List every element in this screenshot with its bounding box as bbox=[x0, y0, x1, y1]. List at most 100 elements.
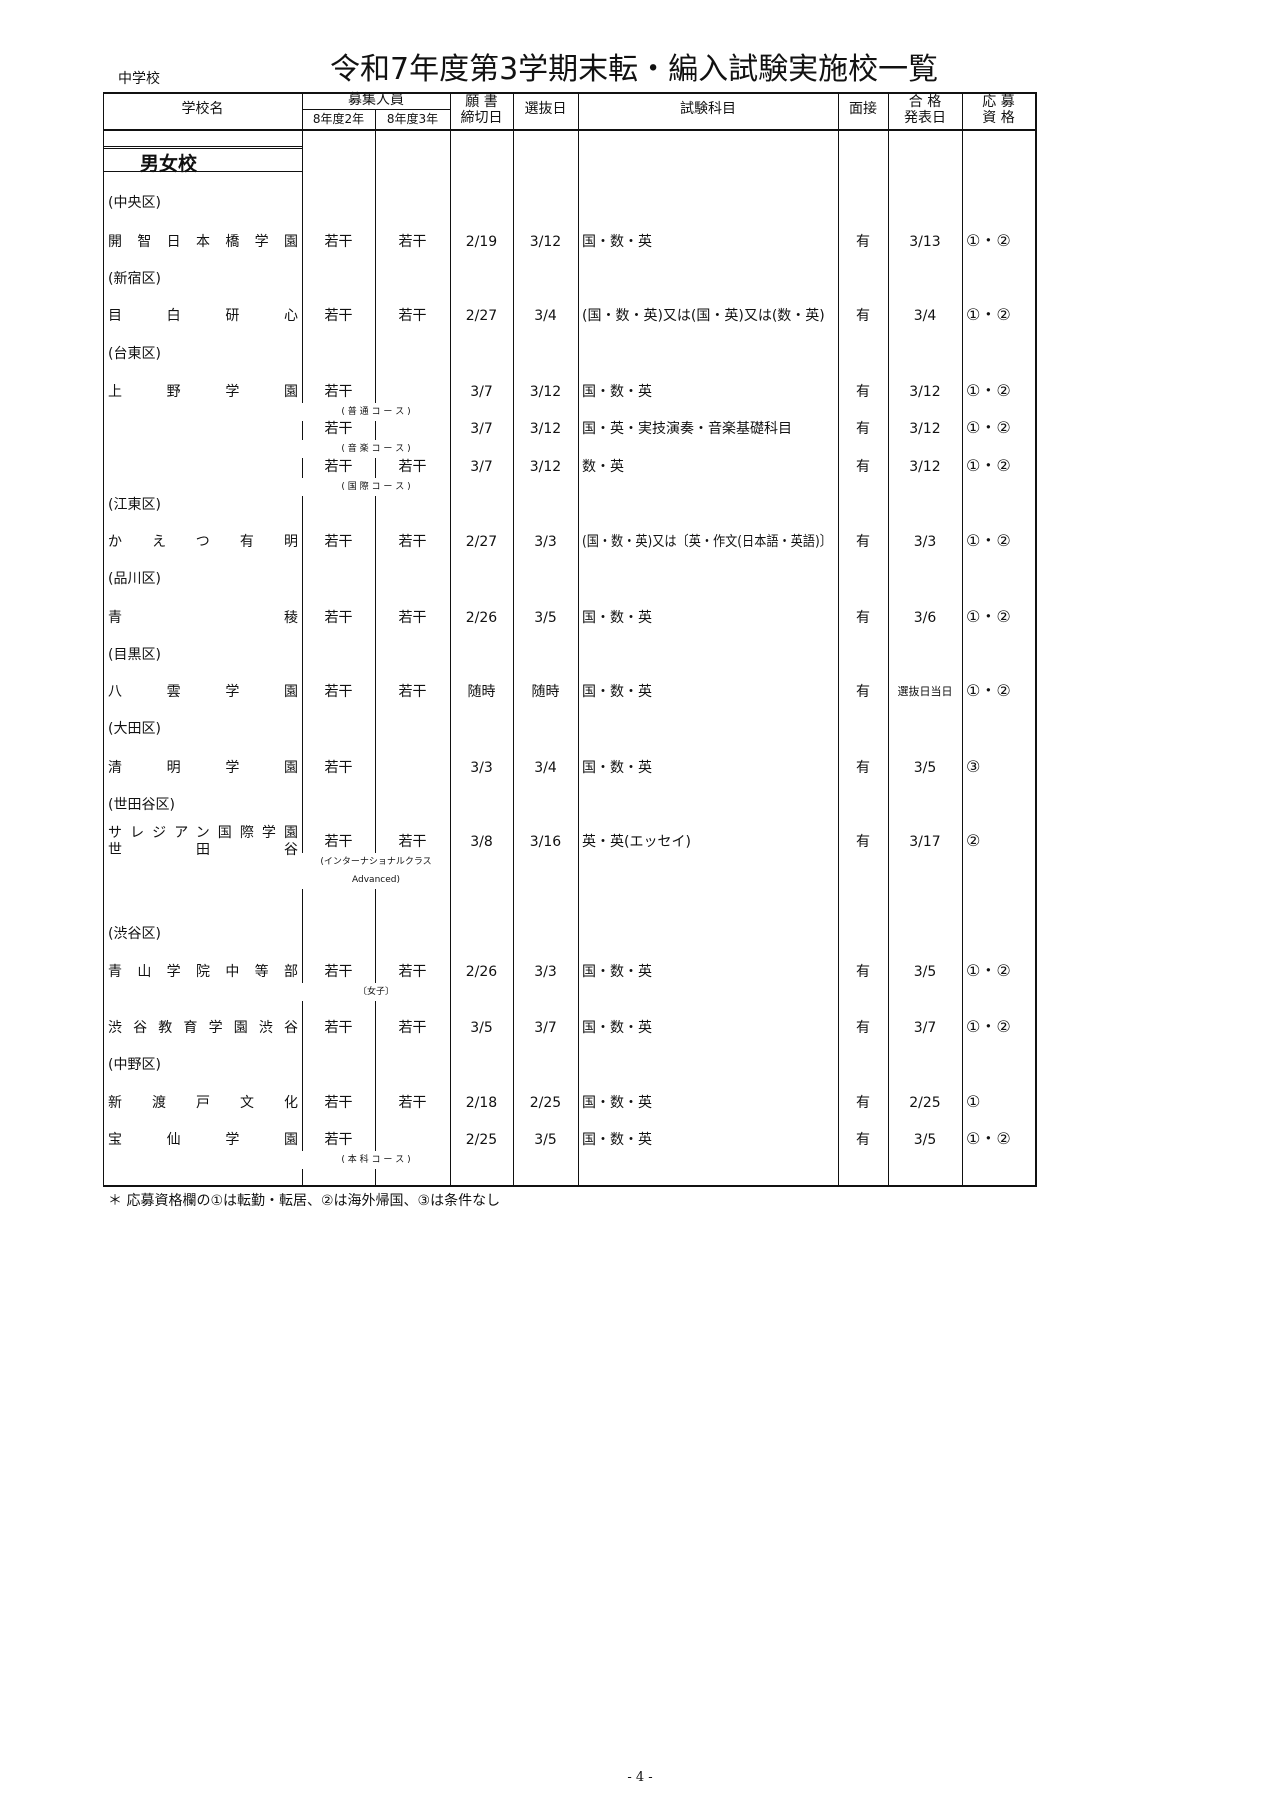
application-deadline: 2/18 bbox=[465, 1095, 498, 1111]
interview: 有 bbox=[856, 684, 870, 700]
capacity-grade3: 若干 bbox=[398, 1095, 427, 1111]
qualification: ①・② bbox=[966, 961, 1011, 980]
exam-date: 3/12 bbox=[529, 384, 562, 400]
exam-date: 3/5 bbox=[534, 1132, 557, 1148]
school-name: 新渡戸文化 bbox=[108, 1095, 298, 1111]
school-name: 清明学園 bbox=[108, 760, 298, 776]
ward-label: (新宿区) bbox=[108, 271, 161, 287]
capacity-grade3: 若干 bbox=[398, 459, 427, 475]
header-divider bbox=[302, 109, 450, 110]
application-deadline: 2/27 bbox=[465, 534, 498, 550]
capacity-note: (インターナショナルクラス bbox=[302, 853, 450, 871]
ward-label: (世田谷区) bbox=[108, 797, 175, 813]
school-name: かえつ有明 bbox=[108, 534, 298, 550]
capacity-grade2: 若干 bbox=[324, 684, 353, 700]
capacity-grade2: 若干 bbox=[324, 1095, 353, 1111]
col-line bbox=[1035, 92, 1037, 1187]
exam-date: 3/12 bbox=[529, 234, 562, 250]
exam-date: 3/7 bbox=[534, 1020, 557, 1036]
ward-label: (目黒区) bbox=[108, 647, 161, 663]
qualification: ② bbox=[966, 831, 981, 850]
capacity-grade2: 若干 bbox=[324, 234, 353, 250]
exam-subjects: 国・英・実技演奏・音楽基礎科目 bbox=[582, 421, 792, 437]
capacity-grade2: 若干 bbox=[324, 1132, 353, 1148]
result-date: 3/4 bbox=[913, 308, 937, 324]
capacity-grade2: 若干 bbox=[324, 834, 353, 850]
capacity-grade2: 若干 bbox=[324, 459, 353, 475]
exam-subjects: 国・数・英 bbox=[582, 610, 652, 626]
interview: 有 bbox=[856, 234, 870, 250]
result-date: 3/7 bbox=[913, 1020, 937, 1036]
col-line bbox=[375, 109, 376, 1187]
application-deadline: 2/26 bbox=[465, 964, 498, 980]
capacity-grade3: 若干 bbox=[398, 834, 427, 850]
capacity-grade3: 若干 bbox=[398, 534, 427, 550]
exam-date: 3/4 bbox=[534, 760, 557, 776]
footnote: ＊ 応募資格欄の①は転勤・転居、②は海外帰国、③は条件なし bbox=[108, 1193, 501, 1209]
capacity-note: ( 普 通 コ ー ス ) bbox=[302, 403, 450, 421]
header-qualification: 応 募 資 格 bbox=[982, 94, 1015, 126]
page-number: - 4 - bbox=[627, 1770, 653, 1785]
interview: 有 bbox=[856, 1132, 870, 1148]
interview: 有 bbox=[856, 610, 870, 626]
interview: 有 bbox=[856, 534, 870, 550]
result-date: 3/3 bbox=[913, 534, 937, 550]
qualification: ①・② bbox=[966, 456, 1011, 475]
exam-date: 2/25 bbox=[529, 1095, 562, 1111]
application-deadline: 3/3 bbox=[470, 760, 493, 776]
header-bottom bbox=[103, 129, 1036, 131]
qualification: ①・② bbox=[966, 231, 1011, 250]
school-name: 宝仙学園 bbox=[108, 1132, 298, 1148]
interview: 有 bbox=[856, 834, 870, 850]
qualification: ①・② bbox=[966, 418, 1011, 437]
col-line bbox=[578, 92, 579, 1187]
capacity-grade2: 若干 bbox=[324, 384, 353, 400]
capacity-grade2: 若干 bbox=[324, 964, 353, 980]
capacity-grade2: 若干 bbox=[324, 421, 353, 437]
capacity-grade2: 若干 bbox=[324, 1020, 353, 1036]
col-line bbox=[513, 92, 514, 1187]
capacity-grade2: 若干 bbox=[324, 534, 353, 550]
interview: 有 bbox=[856, 459, 870, 475]
interview: 有 bbox=[856, 384, 870, 400]
capacity-grade3: 若干 bbox=[398, 308, 427, 324]
qualification: ①・② bbox=[966, 305, 1011, 324]
table-border-top bbox=[103, 92, 1036, 94]
col-line bbox=[103, 92, 104, 1187]
school-name: 八雲学園 bbox=[108, 684, 298, 700]
interview: 有 bbox=[856, 421, 870, 437]
school-level-label: 中学校 bbox=[118, 71, 160, 87]
exam-date: 3/12 bbox=[529, 421, 562, 437]
col-line bbox=[962, 92, 963, 1187]
exam-subjects: 国・数・英 bbox=[582, 1095, 652, 1111]
capacity-note: ( 本 科 コ ー ス ) bbox=[302, 1151, 450, 1169]
interview: 有 bbox=[856, 964, 870, 980]
capacity-grade3: 若干 bbox=[398, 610, 427, 626]
school-name: 目白研心 bbox=[108, 308, 298, 324]
header-cap3: 8年度3年 bbox=[386, 112, 439, 126]
section-box-top bbox=[103, 148, 302, 149]
qualification: ③ bbox=[966, 757, 981, 776]
exam-subjects: 国・数・英 bbox=[582, 684, 652, 700]
exam-date: 3/4 bbox=[534, 308, 557, 324]
header-school: 学校名 bbox=[181, 101, 224, 117]
interview: 有 bbox=[856, 1095, 870, 1111]
school-name-line2: 世田谷 bbox=[108, 842, 298, 858]
ward-label: (中野区) bbox=[108, 1057, 161, 1073]
ward-label: (江東区) bbox=[108, 497, 161, 513]
capacity-note: ( 国 際 コ ー ス ) bbox=[302, 478, 450, 496]
result-date: 3/6 bbox=[913, 610, 937, 626]
school-name: サレジアン国際学園 bbox=[108, 825, 298, 841]
col-line bbox=[450, 92, 451, 1187]
exam-subjects: 国・数・英 bbox=[582, 1132, 652, 1148]
result-date: 2/25 bbox=[909, 1095, 941, 1111]
result-date: 3/13 bbox=[909, 234, 941, 250]
header-subjects: 試験科目 bbox=[680, 101, 736, 117]
col-line bbox=[888, 92, 889, 1187]
result-date: 3/17 bbox=[909, 834, 941, 850]
col-line bbox=[838, 92, 839, 1187]
header-interview: 面接 bbox=[849, 101, 877, 117]
capacity-note-line2: Advanced) bbox=[302, 871, 450, 889]
application-deadline: 3/5 bbox=[470, 1020, 493, 1036]
qualification: ①・② bbox=[966, 1017, 1011, 1036]
